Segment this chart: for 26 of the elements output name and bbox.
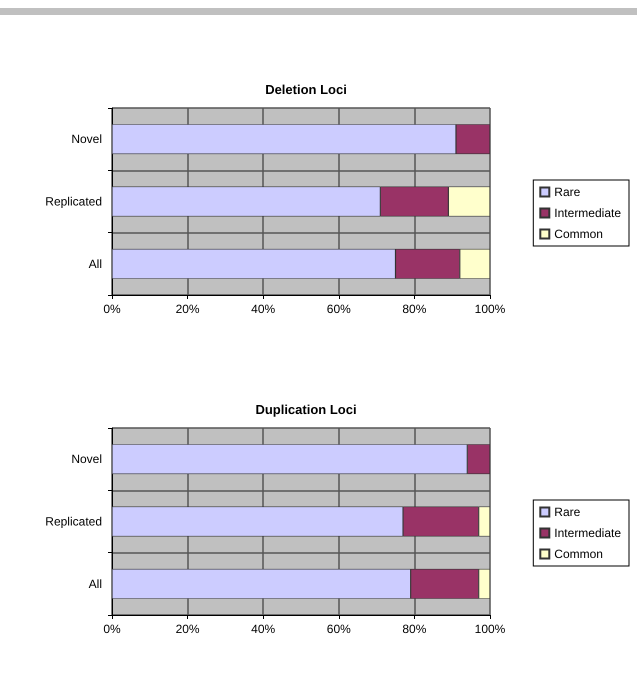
y-tick-label: Replicated <box>45 194 102 208</box>
x-tick-label: 80% <box>402 622 427 636</box>
x-tick-label: 0% <box>103 622 121 636</box>
legend-label: Intermediate <box>554 206 622 220</box>
chart-title: Deletion Loci <box>265 82 347 97</box>
legend-label: Common <box>554 227 603 241</box>
x-tick-label: 60% <box>326 302 352 316</box>
legend-label: Rare <box>554 185 581 199</box>
x-tick-label: 20% <box>176 302 200 316</box>
x-tick-label: 40% <box>251 302 276 316</box>
y-tick-label: Novel <box>71 132 102 146</box>
x-tick-label: 100% <box>474 622 506 636</box>
legend-label: Common <box>554 547 603 561</box>
y-tick-label: All <box>88 256 102 271</box>
x-tick-label: 0% <box>103 302 121 316</box>
legend-label: Intermediate <box>554 526 622 540</box>
y-tick-label: Novel <box>71 452 102 466</box>
x-tick-label: 80% <box>402 302 427 316</box>
legend-label: Rare <box>554 505 581 519</box>
x-tick-label: 60% <box>326 622 352 636</box>
y-tick-label: All <box>88 576 102 591</box>
x-tick-label: 40% <box>251 622 276 636</box>
y-tick-label: Replicated <box>45 514 102 528</box>
x-tick-label: 20% <box>176 622 200 636</box>
x-tick-label: 100% <box>474 302 506 316</box>
chart-title: Duplication Loci <box>255 402 357 417</box>
